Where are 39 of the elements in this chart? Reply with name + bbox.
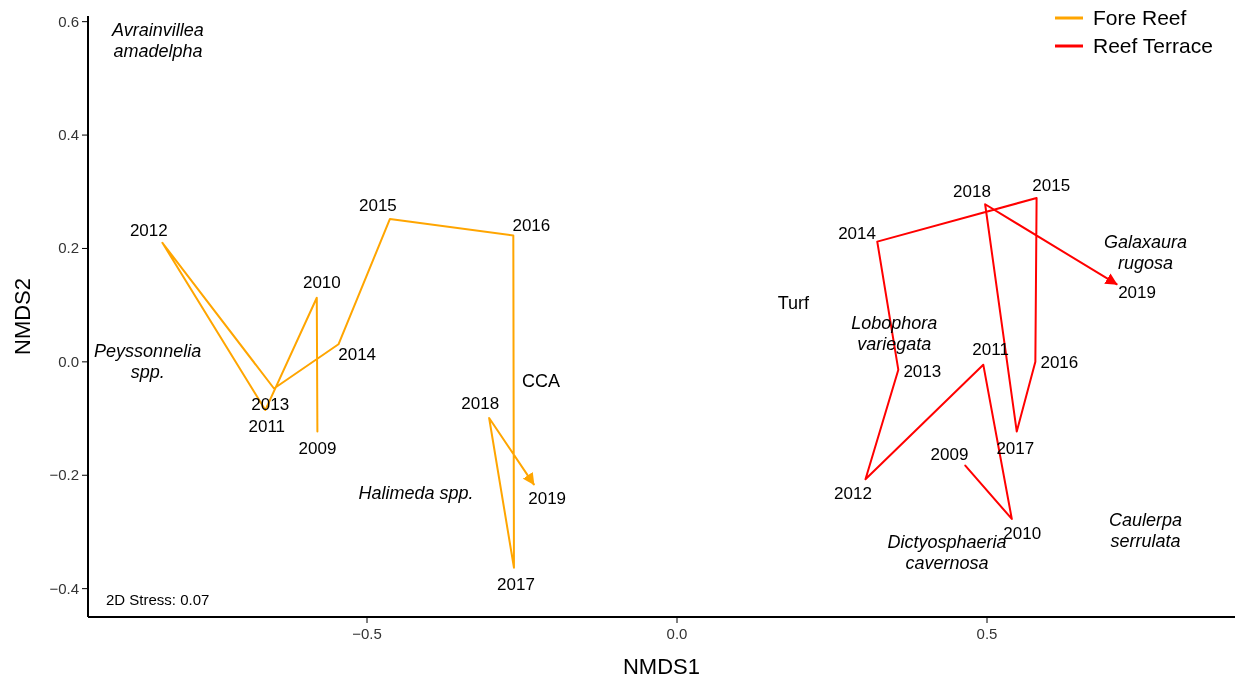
x-tick-label: 0.0 — [666, 625, 688, 642]
annotation: 2018 — [461, 394, 500, 414]
annotation: 2010 — [302, 273, 341, 293]
y-tick-label: 0.0 — [58, 352, 79, 370]
annotation: Turf — [777, 293, 811, 314]
annotation: 2014 — [838, 224, 876, 244]
annotation: 2014 — [338, 345, 377, 365]
annotation: 2018 — [953, 181, 991, 201]
y-tick-label: −0.4 — [49, 579, 79, 597]
annotation: Caulerpa serrulata — [1109, 509, 1183, 551]
y-tick-label: 0.4 — [58, 126, 79, 144]
x-tick-label: −0.5 — [352, 625, 382, 642]
annotation: Galaxaura rugosa — [1104, 232, 1188, 274]
annotation: Avrainvillea amadelpha — [111, 20, 204, 62]
annotation: 2011 — [248, 417, 286, 437]
annotation: 2012 — [129, 220, 168, 240]
y-tick-label: −0.2 — [49, 466, 79, 484]
annotation: CCA — [522, 371, 561, 392]
x-tick-label: 0.5 — [976, 625, 998, 642]
annotation: 2016 — [512, 215, 551, 235]
annotation: 2009 — [298, 438, 337, 458]
legend-label: Fore Reef — [1093, 6, 1187, 29]
y-axis-title: NMDS2 — [10, 277, 35, 356]
y-tick-label: 0.6 — [58, 12, 79, 30]
legend-label: Reef Terrace — [1093, 34, 1213, 57]
annotation: 2015 — [359, 196, 397, 216]
annotation: 2013 — [903, 361, 942, 381]
annotation: 2017 — [497, 574, 535, 594]
annotation: 2019 — [528, 488, 567, 508]
annotation: 2019 — [1118, 283, 1156, 303]
annotation: 2D Stress: 0.07 — [106, 591, 210, 608]
annotation: 2015 — [1032, 176, 1071, 196]
annotation: Peyssonnelia spp. — [94, 340, 202, 382]
annotation: 2012 — [834, 483, 872, 503]
x-axis-title: NMDS1 — [622, 654, 701, 679]
annotation: 2009 — [930, 444, 969, 464]
y-tick-label: 0.2 — [58, 239, 79, 257]
annotation: Halimeda spp. — [358, 482, 474, 503]
annotation: 2016 — [1040, 352, 1079, 372]
